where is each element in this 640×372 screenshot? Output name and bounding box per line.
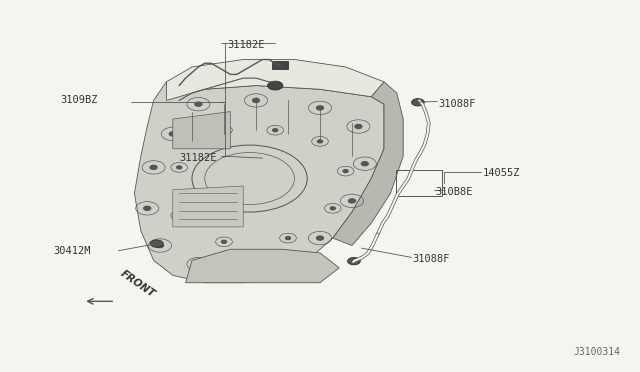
Text: 31182E: 31182E xyxy=(227,40,265,49)
Circle shape xyxy=(157,244,163,247)
Circle shape xyxy=(177,214,182,217)
Circle shape xyxy=(170,132,176,136)
Text: 3109BZ: 3109BZ xyxy=(61,96,99,105)
Circle shape xyxy=(253,99,259,102)
Circle shape xyxy=(273,129,278,132)
Polygon shape xyxy=(134,82,384,283)
Circle shape xyxy=(317,106,323,110)
Circle shape xyxy=(330,207,335,210)
Circle shape xyxy=(349,199,355,203)
Circle shape xyxy=(285,237,291,240)
Circle shape xyxy=(221,129,227,132)
Text: 30412M: 30412M xyxy=(53,246,91,256)
Circle shape xyxy=(412,99,424,106)
Circle shape xyxy=(355,125,362,128)
Bar xyxy=(396,170,442,196)
Circle shape xyxy=(362,162,368,166)
Polygon shape xyxy=(173,186,243,227)
Circle shape xyxy=(317,140,323,143)
Text: FRONT: FRONT xyxy=(118,269,157,299)
Circle shape xyxy=(150,166,157,169)
Circle shape xyxy=(150,240,163,247)
Text: 31182E: 31182E xyxy=(179,153,217,163)
Circle shape xyxy=(348,257,360,265)
Text: 14055Z: 14055Z xyxy=(483,168,521,178)
Polygon shape xyxy=(166,60,384,100)
Circle shape xyxy=(177,166,182,169)
Circle shape xyxy=(144,206,150,210)
Circle shape xyxy=(195,102,202,106)
Circle shape xyxy=(317,236,323,240)
Circle shape xyxy=(259,262,266,266)
Polygon shape xyxy=(186,249,339,283)
Circle shape xyxy=(221,240,227,243)
Text: J3100314: J3100314 xyxy=(574,347,621,357)
Circle shape xyxy=(268,81,283,90)
Polygon shape xyxy=(173,112,230,149)
Text: 310B8E: 310B8E xyxy=(435,187,473,196)
Polygon shape xyxy=(333,82,403,246)
Text: 31088F: 31088F xyxy=(438,99,476,109)
Circle shape xyxy=(343,170,348,173)
Bar xyxy=(272,61,288,69)
Circle shape xyxy=(195,262,202,266)
Text: 31088F: 31088F xyxy=(413,254,451,263)
